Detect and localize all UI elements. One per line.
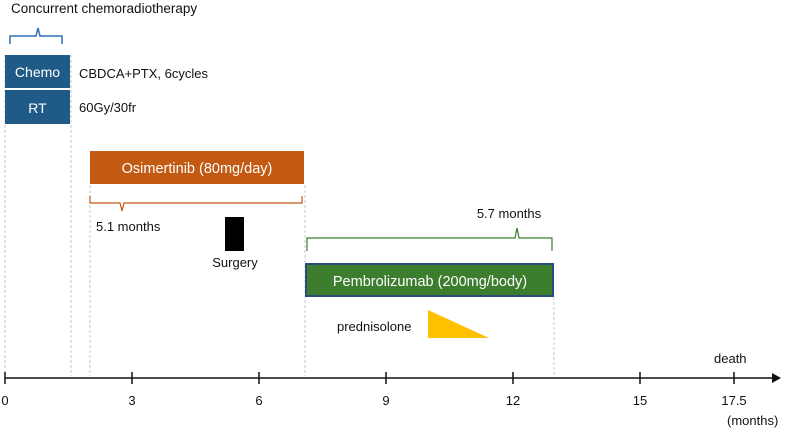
rt-label: RT [28, 100, 47, 116]
axis-tick-label-15: 15 [633, 393, 647, 408]
surgery-label: Surgery [212, 255, 258, 270]
time-axis: 0 3 6 9 12 15 17.5 death (months) [1, 351, 781, 428]
axis-tick-label-3: 3 [128, 393, 135, 408]
axis-tick-label-9: 9 [382, 393, 389, 408]
pembrolizumab-duration: 5.7 months [477, 206, 542, 221]
axis-arrowhead [772, 373, 781, 383]
pembrolizumab-label: Pembrolizumab (200mg/body) [333, 274, 527, 290]
chemo-box [5, 55, 70, 88]
axis-tick-label-12: 12 [506, 393, 520, 408]
surgery-marker [225, 217, 244, 251]
chemo-label: Chemo [15, 64, 60, 80]
osimertinib-label: Osimertinib (80mg/day) [122, 161, 273, 177]
pembrolizumab-bracket [306, 227, 553, 251]
death-label: death [714, 351, 747, 366]
prednisolone-taper [428, 310, 489, 338]
axis-unit-label: (months) [727, 413, 778, 428]
ccrt-title: Concurrent chemoradiotherapy [11, 1, 197, 16]
osimertinib-bracket [89, 196, 303, 212]
axis-tick-label-0: 0 [1, 393, 8, 408]
pembrolizumab-bar [305, 263, 554, 297]
osimertinib-duration: 5.1 months [96, 219, 161, 234]
osimertinib-bar [90, 151, 304, 184]
axis-tick-label-6: 6 [255, 393, 262, 408]
rt-detail: 60Gy/30fr [79, 100, 137, 115]
ccrt-bracket [9, 27, 63, 44]
axis-tick-label-17-5: 17.5 [721, 393, 746, 408]
prednisolone-label: prednisolone [337, 319, 411, 334]
chemo-detail: CBDCA+PTX, 6cycles [79, 66, 208, 81]
rt-box [5, 90, 70, 124]
